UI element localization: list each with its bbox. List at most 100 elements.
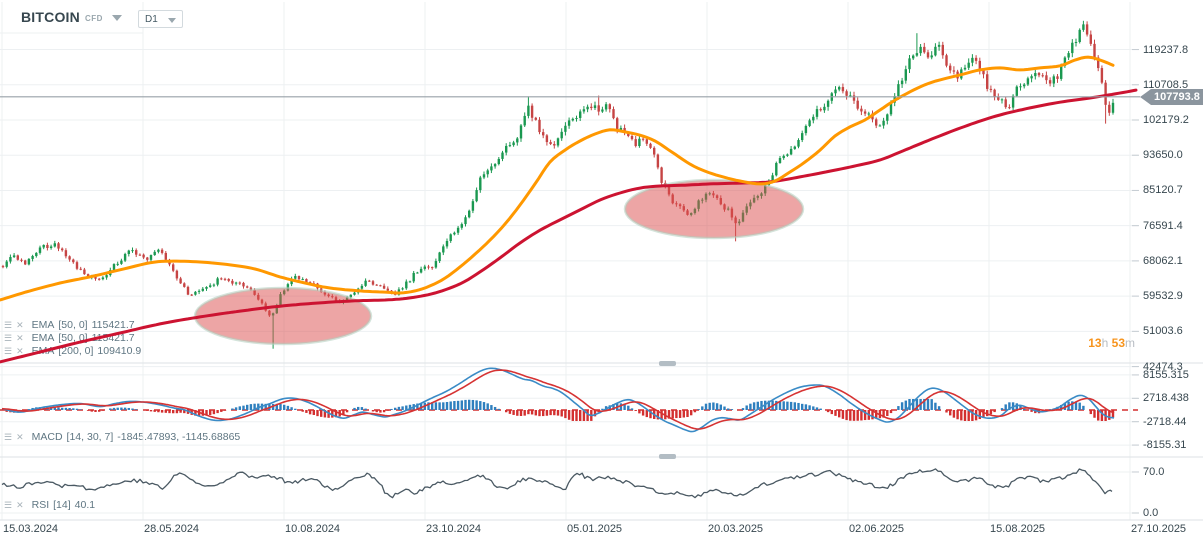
macd-histogram-bar xyxy=(9,410,12,413)
date-axis-label: 05.01.2025 xyxy=(567,523,623,535)
macd-histogram-bar xyxy=(712,402,715,410)
candle-body xyxy=(468,210,471,218)
macd-histogram-bar xyxy=(952,410,956,418)
indicator-remove-icon[interactable]: ✕ xyxy=(16,499,24,510)
candle-body xyxy=(408,281,412,283)
macd-layer[interactable] xyxy=(0,367,1138,433)
macd-histogram-bar xyxy=(323,410,327,418)
macd-histogram-bar xyxy=(168,410,171,414)
indicator-remove-icon[interactable]: ✕ xyxy=(16,345,24,356)
symbol-selector[interactable]: BITCOIN CFD xyxy=(21,9,122,25)
indicator-settings-icon[interactable]: ☰ xyxy=(4,431,13,442)
indicator-settings-icon[interactable]: ☰ xyxy=(4,345,13,356)
macd-histogram-bar xyxy=(246,404,249,410)
candle-body xyxy=(234,282,238,284)
timeframe-dropdown[interactable]: D1 xyxy=(138,10,183,28)
candle-body xyxy=(482,174,486,178)
candle-body xyxy=(260,299,264,304)
macd-histogram-bar xyxy=(527,410,530,415)
candle-body xyxy=(660,167,663,183)
candle-body xyxy=(212,284,216,286)
macd-histogram-bar xyxy=(64,407,68,410)
indicator-settings-icon[interactable]: ☰ xyxy=(4,332,13,343)
macd-histogram-bar xyxy=(567,410,571,420)
rsi-axis-label: 0.0 xyxy=(1143,507,1159,519)
candle-body xyxy=(1071,42,1074,54)
candle-body xyxy=(826,100,830,107)
candle-body xyxy=(453,232,456,235)
macd-histogram-bar xyxy=(856,410,859,421)
candle-body xyxy=(571,118,574,121)
macd-histogram-bar xyxy=(949,410,952,416)
macd-histogram-bar xyxy=(1089,410,1092,415)
indicator-remove-icon[interactable]: ✕ xyxy=(16,319,24,330)
macd-histogram-bar xyxy=(27,409,31,410)
candle-body xyxy=(734,217,737,224)
candle-body xyxy=(138,254,142,256)
macd-histogram-bar xyxy=(475,400,478,410)
indicator-remove-icon[interactable]: ✕ xyxy=(16,332,24,343)
candle-body xyxy=(564,125,567,132)
macd-histogram-bar xyxy=(616,403,619,410)
ema200-line xyxy=(0,88,1138,364)
macd-histogram-bar xyxy=(993,410,996,413)
macd-histogram-bar xyxy=(608,405,611,410)
panel-resize-handle-macd[interactable] xyxy=(659,361,676,366)
candle-body xyxy=(397,289,401,295)
candle-body xyxy=(923,46,926,53)
candle-body xyxy=(227,278,230,281)
macd-histogram-bar xyxy=(708,402,711,410)
indicator-value: -1845.47893, -1145.68865 xyxy=(117,431,241,443)
candle-body xyxy=(616,118,619,130)
candle-body xyxy=(871,113,874,120)
panel-resize-handle-rsi[interactable] xyxy=(659,454,676,459)
date-axis-label: 02.06.2025 xyxy=(849,523,905,535)
candle-body xyxy=(997,96,1000,100)
macd-histogram-bar xyxy=(1052,408,1055,410)
macd-histogram-bar xyxy=(31,407,34,410)
candle-body xyxy=(912,55,915,59)
candle-body xyxy=(442,246,445,253)
macd-histogram-bar xyxy=(627,405,630,410)
candle-body xyxy=(967,62,970,68)
macd-histogram-bar xyxy=(334,410,338,418)
macd-histogram-bar xyxy=(438,402,441,410)
macd-histogram-bar xyxy=(897,406,900,410)
candle-body xyxy=(312,283,315,285)
macd-histogram-bar xyxy=(405,405,408,410)
rsi-layer[interactable] xyxy=(1,468,1113,499)
macd-histogram-bar xyxy=(867,410,870,420)
candle-body xyxy=(804,125,808,134)
candle-body xyxy=(727,208,730,210)
macd-histogram-bar xyxy=(1111,410,1115,418)
candle-body xyxy=(68,256,71,260)
candle-body xyxy=(120,260,123,264)
macd-histogram-bar xyxy=(264,403,267,410)
candles-layer[interactable] xyxy=(1,20,1115,349)
candle-body xyxy=(623,127,626,133)
macd-histogram-bar xyxy=(112,407,116,410)
indicator-settings-icon[interactable]: ☰ xyxy=(4,499,13,510)
candle-body xyxy=(131,250,134,252)
macd-histogram-bar xyxy=(1015,403,1018,410)
indicator-remove-icon[interactable]: ✕ xyxy=(16,431,24,442)
candle-body xyxy=(1045,75,1048,81)
candle-body xyxy=(168,259,171,265)
candle-body xyxy=(427,266,430,268)
candle-body xyxy=(345,297,349,301)
macd-histogram-bar xyxy=(660,410,663,420)
macd-histogram-bar xyxy=(593,410,597,417)
candle-body xyxy=(31,256,34,259)
candle-body xyxy=(390,290,393,293)
candle-body xyxy=(157,249,160,252)
candle-body xyxy=(1026,78,1030,85)
macd-histogram-bar xyxy=(900,402,904,410)
macd-histogram-bar xyxy=(1078,402,1081,410)
candle-body xyxy=(908,58,911,70)
candle-body xyxy=(5,261,8,267)
macd-histogram-bar xyxy=(149,410,153,412)
indicator-settings-icon[interactable]: ☰ xyxy=(4,319,13,330)
macd-axis-label: -2718.44 xyxy=(1143,415,1187,428)
macd-histogram-bar xyxy=(342,410,345,416)
